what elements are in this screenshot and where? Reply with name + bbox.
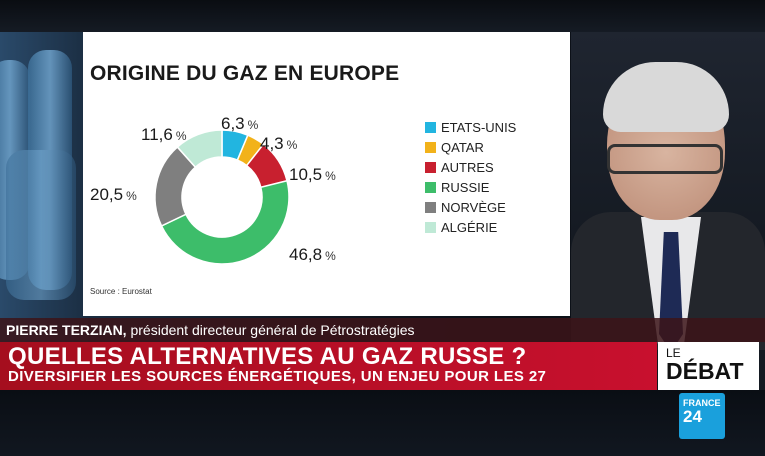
guest-glasses <box>607 144 723 174</box>
data-label-russie: 46,8% <box>289 245 336 264</box>
legend-swatch <box>425 141 436 153</box>
donut-chart: 6,3 %4,3 % 10,5 % 46,8 % 20,5 % 11,6% <box>90 114 336 265</box>
chart-legend: ETATS-UNIS QATAR AUTRES RUSSIE NORVÈGE ALGÉRI… <box>425 117 516 237</box>
guest-video <box>571 32 765 350</box>
donut-slice-algérie <box>176 129 223 169</box>
chart-source: Source : Eurostat <box>90 287 152 296</box>
legend-item-etats-unis: ETATS-UNIS <box>425 117 516 137</box>
france24-logo-line1: FRANCE <box>683 398 721 408</box>
legend-swatch <box>425 221 436 233</box>
legend-swatch <box>425 201 436 213</box>
program-logo-debat: DÉBAT <box>666 358 744 384</box>
guest-hair <box>603 62 729 132</box>
legend-swatch <box>425 121 436 133</box>
legend-label: NORVÈGE <box>441 199 506 215</box>
top-video-strip <box>0 0 765 32</box>
data-label-norvège: 20,5% <box>90 185 137 204</box>
data-label-algérie: 11,6% <box>141 125 187 144</box>
legend-item-norvège: NORVÈGE <box>425 197 516 217</box>
legend-label: ETATS-UNIS <box>441 119 517 135</box>
program-logo: LE DÉBAT <box>658 342 759 390</box>
data-label-autres: 10,5% <box>289 165 336 184</box>
program-logo-le: LE <box>666 346 681 360</box>
france24-logo-line2: 24 <box>683 407 702 426</box>
guest-role: président directeur général de Pétrostra… <box>126 322 415 338</box>
legend-item-qatar: QATAR <box>425 137 516 157</box>
donut-slice-russie <box>160 179 290 265</box>
legend-label: ALGÉRIE <box>441 219 498 235</box>
gas-cylinder-image <box>6 150 76 300</box>
chart-title: ORIGINE DU GAZ EN EUROPE <box>90 62 400 85</box>
legend-label: AUTRES <box>441 159 494 175</box>
guest-name-bar: PIERRE TERZIAN, président directeur géné… <box>0 318 765 342</box>
legend-label: RUSSIE <box>441 179 490 195</box>
headline-bar <box>0 342 657 390</box>
headline: QUELLES ALTERNATIVES AU GAZ RUSSE ? <box>8 343 527 370</box>
legend-swatch <box>425 181 436 193</box>
legend-item-algérie: ALGÉRIE <box>425 217 516 237</box>
legend-swatch <box>425 161 436 173</box>
subheadline: DIVERSIFIER LES SOURCES ÉNERGÉTIQUES, UN… <box>8 368 547 385</box>
legend-label: QATAR <box>441 139 484 155</box>
data-label-etats-unis: 6,3% <box>221 114 259 133</box>
bottom-video-strip <box>0 390 765 456</box>
legend-item-autres: AUTRES <box>425 157 516 177</box>
legend-item-russie: RUSSIE <box>425 177 516 197</box>
guest-name: PIERRE TERZIAN, <box>6 322 127 338</box>
data-label-qatar: 4,3% <box>260 134 298 153</box>
france24-logo: FRANCE 24 <box>679 393 725 439</box>
